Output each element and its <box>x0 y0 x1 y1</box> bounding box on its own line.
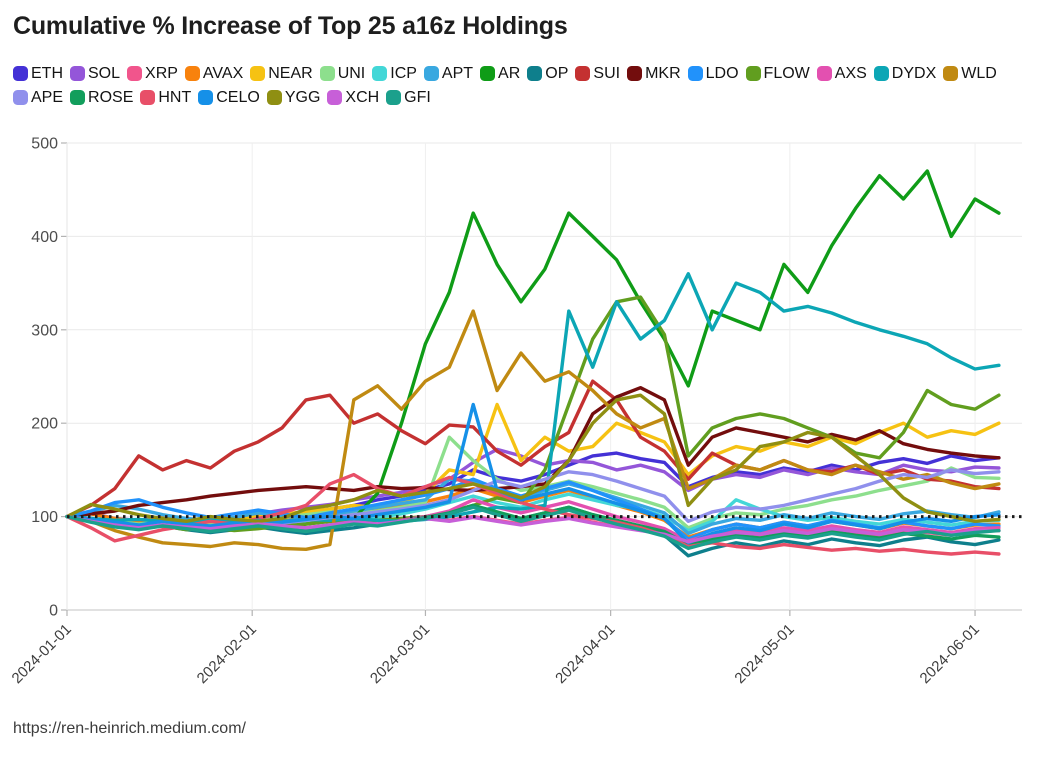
legend-swatch-icon <box>70 90 86 105</box>
legend-swatch-icon <box>327 90 343 105</box>
x-axis-label: 2024-02-01 <box>194 621 260 687</box>
y-axis-label: 300 <box>31 322 58 339</box>
legend-swatch-icon <box>687 66 703 81</box>
legend-label: WLD <box>961 65 997 82</box>
legend-swatch-icon <box>575 66 591 81</box>
legend-label: APT <box>441 65 474 82</box>
legend-label: HNT <box>158 89 192 106</box>
legend-swatch-icon <box>184 66 200 81</box>
legend-label: APE <box>31 89 64 106</box>
legend-swatch-icon <box>198 90 214 105</box>
legend-swatch-icon <box>423 66 439 81</box>
legend-item-ape: APE <box>13 88 63 107</box>
series-line-hnt <box>65 472 1001 556</box>
legend-label: NEAR <box>268 65 313 82</box>
series-line-xch <box>65 514 1001 544</box>
legend: ETH SOL XRP AVAX NEAR UNI ICP APT AR OP SUI MKR LDO F… <box>13 64 1037 107</box>
legend-swatch-icon <box>319 66 335 81</box>
legend-item-near: NEAR <box>250 64 313 83</box>
legend-swatch-icon <box>13 90 28 105</box>
legend-item-gfi: GFI <box>386 88 431 107</box>
legend-item-op: OP <box>527 64 568 83</box>
legend-swatch-icon <box>873 66 889 81</box>
y-axis-label: 0 <box>49 603 58 620</box>
series-line-wld <box>65 309 1001 551</box>
y-axis-label: 500 <box>31 136 58 153</box>
legend-item-ygg: YGG <box>266 88 321 107</box>
legend-label: MKR <box>645 65 681 82</box>
legend-swatch-icon <box>266 90 282 105</box>
legend-item-axs: AXS <box>816 64 867 83</box>
x-axis-label: 2024-06-01 <box>917 621 983 687</box>
legend-item-avax: AVAX <box>184 64 244 83</box>
legend-swatch-icon <box>250 66 266 81</box>
legend-label: LDO <box>705 65 739 82</box>
legend-swatch-icon <box>13 66 28 81</box>
legend-swatch-icon <box>480 66 496 81</box>
source-url: https://ren-heinrich.medium.com/ <box>13 720 246 737</box>
legend-swatch-icon <box>372 66 388 81</box>
x-axis-label: 2024-01-01 <box>9 621 75 687</box>
legend-swatch-icon <box>140 90 156 105</box>
y-axis-label: 100 <box>31 509 58 526</box>
legend-label: CELO <box>216 89 260 106</box>
legend-label: AVAX <box>202 65 244 82</box>
legend-item-rose: ROSE <box>70 88 133 107</box>
y-axis-label: 400 <box>31 229 58 246</box>
legend-item-celo: CELO <box>198 88 260 107</box>
legend-label: ICP <box>390 65 417 82</box>
y-axis-label: 200 <box>31 416 58 433</box>
legend-item-eth: ETH <box>13 64 63 83</box>
legend-swatch-icon <box>70 66 85 81</box>
legend-label: SOL <box>88 65 121 82</box>
legend-label: OP <box>545 65 569 82</box>
legend-item-mkr: MKR <box>627 64 681 83</box>
legend-item-apt: APT <box>423 64 474 83</box>
legend-item-ldo: LDO <box>687 64 739 83</box>
legend-swatch-icon <box>386 90 402 105</box>
x-axis-label: 2024-05-01 <box>731 621 797 687</box>
legend-label: YGG <box>284 89 321 106</box>
legend-item-xch: XCH <box>327 88 379 107</box>
x-axis-label: 2024-04-01 <box>552 621 618 687</box>
legend-item-dydx: DYDX <box>873 64 937 83</box>
legend-label: ETH <box>31 65 63 82</box>
legend-swatch-icon <box>745 66 761 81</box>
legend-label: GFI <box>404 89 431 106</box>
legend-item-sui: SUI <box>575 64 620 83</box>
legend-label: XCH <box>345 89 380 106</box>
legend-label: ROSE <box>88 89 134 106</box>
legend-item-flow: FLOW <box>745 64 810 83</box>
series-line-celo <box>65 402 1001 545</box>
legend-label: AR <box>498 65 521 82</box>
legend-swatch-icon <box>816 66 832 81</box>
legend-item-sol: SOL <box>70 64 120 83</box>
legend-item-xrp: XRP <box>127 64 178 83</box>
legend-item-icp: ICP <box>372 64 417 83</box>
legend-label: AXS <box>834 65 867 82</box>
legend-label: SUI <box>593 65 621 82</box>
series-line-gfi <box>65 505 1001 551</box>
legend-label: UNI <box>337 65 366 82</box>
legend-item-wld: WLD <box>943 64 997 83</box>
legend-item-hnt: HNT <box>140 88 191 107</box>
legend-label: FLOW <box>763 65 810 82</box>
x-axis-label: 2024-03-01 <box>367 621 433 687</box>
chart-title: Cumulative % Increase of Top 25 a16z Hol… <box>13 12 568 40</box>
legend-swatch-icon <box>527 66 543 81</box>
legend-swatch-icon <box>127 66 143 81</box>
legend-item-ar: AR <box>480 64 520 83</box>
legend-swatch-icon <box>627 66 643 81</box>
legend-label: DYDX <box>891 65 937 82</box>
legend-item-uni: UNI <box>319 64 366 83</box>
legend-label: XRP <box>145 65 178 82</box>
legend-swatch-icon <box>943 66 959 81</box>
